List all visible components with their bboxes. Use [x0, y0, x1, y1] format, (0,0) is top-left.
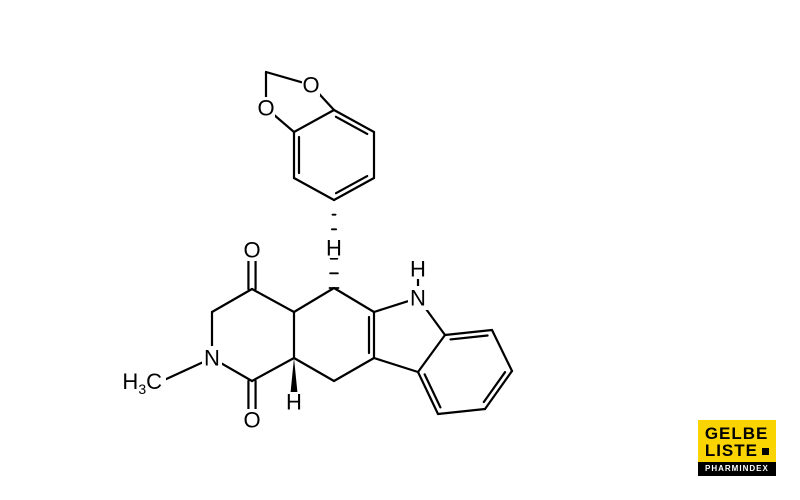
svg-text:O: O — [243, 238, 260, 263]
watermark-line2: LISTE — [705, 442, 769, 459]
svg-text:H: H — [410, 257, 426, 282]
watermark-subtitle: PHARMINDEX — [698, 462, 776, 476]
svg-text:H: H — [286, 390, 302, 415]
watermark-line1: GELBE — [705, 425, 769, 442]
chemical-structure: OOHNOOHNHH3C — [0, 0, 800, 500]
watermark-dot — [762, 448, 769, 455]
svg-text:N: N — [204, 346, 220, 371]
svg-text:O: O — [302, 73, 319, 98]
svg-text:O: O — [243, 408, 260, 433]
svg-text:H: H — [326, 236, 342, 261]
svg-text:N: N — [410, 286, 426, 311]
svg-text:O: O — [257, 96, 274, 121]
watermark-gelbe-liste: GELBE LISTE PHARMINDEX — [698, 420, 776, 476]
watermark-yellow-box: GELBE LISTE — [698, 420, 776, 462]
